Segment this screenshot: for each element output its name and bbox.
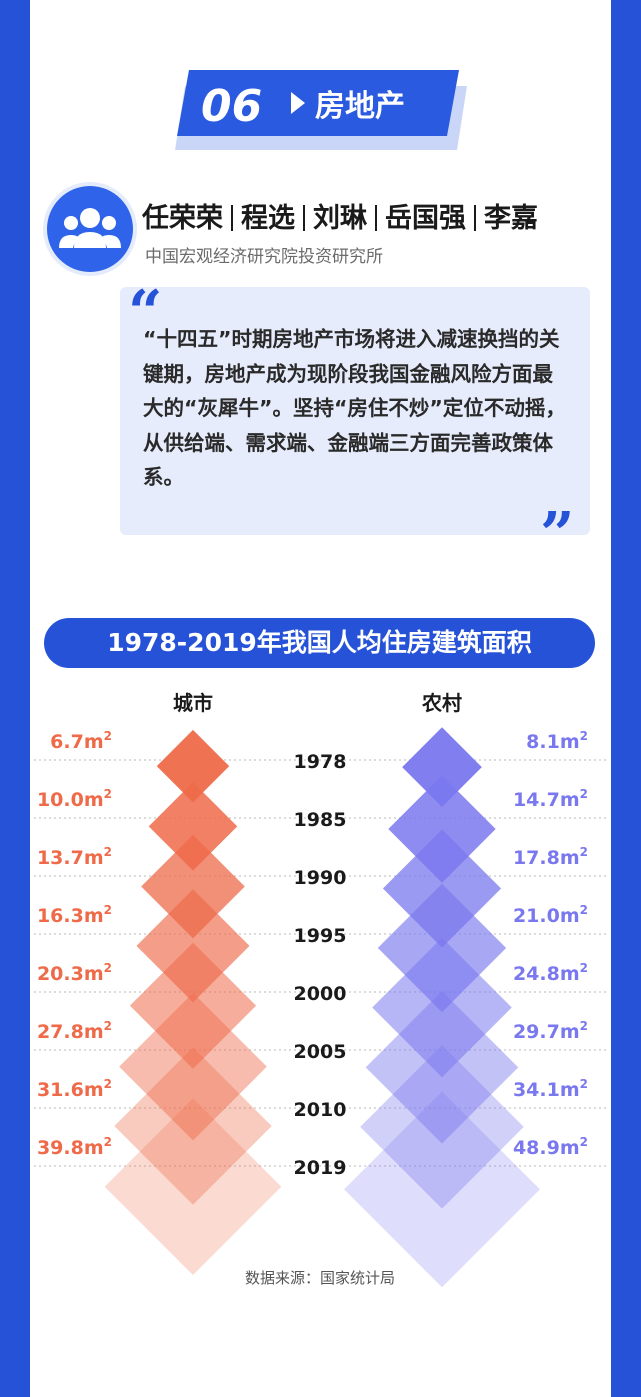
- year-label: 2005: [294, 1041, 347, 1063]
- author-separator: [375, 205, 377, 231]
- author-separator: [474, 205, 476, 231]
- author-name: 李嘉: [484, 203, 538, 234]
- rural-diamond: [388, 775, 496, 883]
- author-separator: [231, 205, 233, 231]
- author-separator: [303, 205, 305, 231]
- rural-value-label: 48.9m2: [513, 1135, 588, 1159]
- urban-value-label: 13.7m2: [37, 845, 112, 869]
- section-banner: 06 房地产: [175, 70, 467, 150]
- rural-value-label: 29.7m2: [513, 1019, 588, 1043]
- urban-diamond: [141, 834, 245, 939]
- chart-title: 1978-2019年我国人均住房建筑面积: [44, 618, 595, 668]
- year-label: 2000: [294, 983, 347, 1005]
- rural-diamond: [382, 829, 502, 948]
- year-label: 1990: [294, 867, 347, 889]
- urban-diamond: [129, 942, 257, 1069]
- section-number: 06: [201, 81, 263, 132]
- rural-diamond: [344, 1091, 540, 1288]
- author-list: 任荣荣 程选 刘琳 岳国强 李嘉: [142, 196, 582, 242]
- urban-value-label: 31.6m2: [37, 1077, 112, 1101]
- section-title: 房地产: [315, 89, 405, 124]
- urban-value-label: 10.0m2: [37, 787, 112, 811]
- team-avatar: [47, 186, 133, 272]
- urban-diamond: [114, 1047, 272, 1205]
- rural-value-label: 21.0m2: [513, 903, 588, 927]
- year-label: 1978: [294, 751, 347, 773]
- left-frame-bar: [0, 0, 30, 1397]
- rural-value-label: 14.7m2: [513, 787, 588, 811]
- urban-value-label: 20.3m2: [37, 961, 112, 985]
- quote-text: “十四五”时期房地产市场将进入减速换挡的关键期，房地产成为现阶段我国金融风险方面…: [143, 327, 566, 489]
- year-label: 2019: [294, 1157, 347, 1179]
- rural-diamond: [377, 883, 507, 1013]
- rural-value-label: 24.8m2: [513, 961, 588, 985]
- rural-value-label: 8.1m2: [526, 729, 588, 753]
- year-label: 2010: [294, 1099, 347, 1121]
- rural-diamond: [360, 1045, 524, 1209]
- urban-value-label: 39.8m2: [37, 1135, 112, 1159]
- urban-diamond: [156, 729, 230, 803]
- right-frame-bar: [611, 0, 641, 1397]
- banner-shape: [175, 70, 467, 150]
- rural-value-label: 34.1m2: [513, 1077, 588, 1101]
- rural-diamond: [402, 727, 482, 808]
- rural-column-header: 农村: [422, 691, 462, 715]
- people-icon: [59, 208, 121, 248]
- author-name: 任荣荣: [142, 203, 223, 234]
- author-name: 程选: [241, 203, 295, 234]
- author-name: 岳国强: [385, 203, 466, 234]
- urban-diamond: [136, 889, 250, 1003]
- urban-column-header: 城市: [173, 691, 213, 715]
- urban-value-label: 27.8m2: [37, 1019, 112, 1043]
- urban-diamond: [104, 1098, 282, 1276]
- urban-value-label: 16.3m2: [37, 903, 112, 927]
- quote-box: [120, 287, 590, 535]
- year-label: 1985: [294, 809, 347, 831]
- institute-name: 中国宏观经济研究院投资研究所: [145, 247, 383, 267]
- rural-value-label: 17.8m2: [513, 845, 588, 869]
- author-name: 刘琳: [313, 203, 367, 234]
- urban-diamond: [148, 782, 238, 871]
- urban-value-label: 6.7m2: [50, 729, 112, 753]
- year-label: 1995: [294, 925, 347, 947]
- data-source: 数据来源：国家统计局: [244, 1269, 395, 1287]
